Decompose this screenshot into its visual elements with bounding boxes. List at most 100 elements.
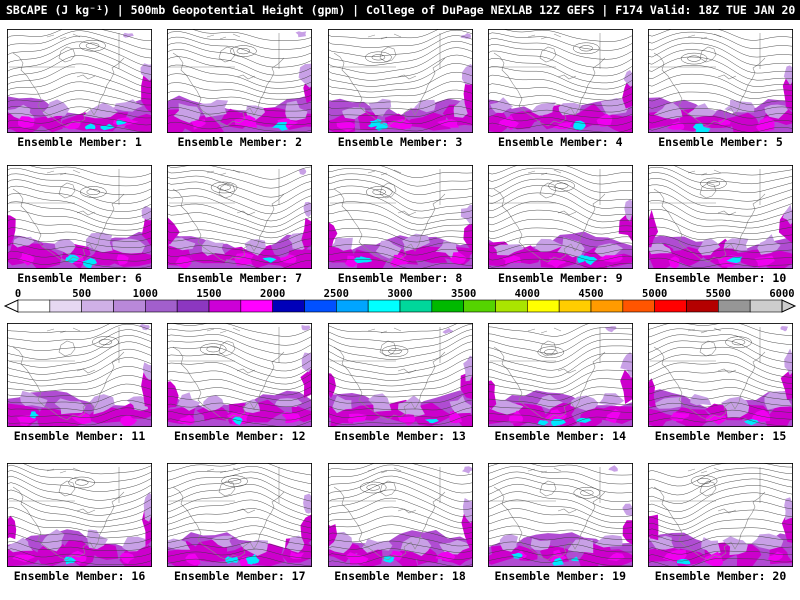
cape-fill <box>126 396 149 411</box>
cape-fill <box>721 396 750 418</box>
height-contour <box>487 44 632 69</box>
coastline <box>173 486 228 561</box>
cape-fill <box>438 540 472 555</box>
height-contour <box>167 346 312 372</box>
cape-fill <box>550 418 566 427</box>
cape-fill <box>275 398 303 407</box>
cape-fill <box>301 352 313 373</box>
height-contour <box>327 89 472 104</box>
height-contour <box>327 179 472 204</box>
height-contour <box>648 65 793 87</box>
cape-fill <box>701 537 721 556</box>
height-contour <box>487 402 632 414</box>
title-bar: SBCAPE (J kg⁻¹) | 500mb Geopotential Hei… <box>0 0 800 20</box>
cape-fill <box>7 515 17 540</box>
ensemble-member-label: Ensemble Member: 14 <box>494 429 627 443</box>
ensemble-map <box>487 463 633 567</box>
cape-fill <box>537 420 549 426</box>
coastline <box>653 188 709 263</box>
height-contour <box>690 475 718 487</box>
height-contour <box>167 64 312 89</box>
height-contour <box>487 74 632 95</box>
height-contour <box>327 555 472 567</box>
coastline <box>527 169 561 176</box>
cape-fill <box>37 408 67 427</box>
cape-fill <box>280 254 297 264</box>
coastline <box>493 52 548 127</box>
height-contour <box>487 463 632 476</box>
coastline <box>207 327 241 334</box>
height-contour <box>327 329 472 351</box>
colorbar-segment <box>49 299 82 313</box>
height-contour <box>7 35 152 59</box>
colorbar-segment <box>622 299 655 313</box>
height-contour <box>648 73 793 93</box>
height-contour <box>487 258 632 269</box>
coastline <box>493 188 548 263</box>
height-contour <box>7 464 152 483</box>
height-contour <box>79 39 106 52</box>
height-contour <box>7 399 152 411</box>
cape-fill <box>511 552 523 559</box>
height-contour <box>487 416 632 427</box>
cape-fill <box>244 239 267 256</box>
height-contour <box>327 497 472 523</box>
ensemble-map <box>167 323 313 427</box>
cape-fill <box>177 414 195 426</box>
ensemble-map <box>487 29 633 133</box>
height-contour <box>487 352 632 378</box>
height-contour <box>327 105 472 117</box>
height-contour <box>687 55 701 62</box>
height-contour <box>487 218 632 235</box>
cape-fill <box>687 103 717 118</box>
colorbar-tick-label: 500 <box>72 288 91 300</box>
ensemble-panel: Ensemble Member: 2 <box>167 29 313 149</box>
height-contour <box>680 52 708 65</box>
height-contour <box>327 323 459 334</box>
height-contour <box>648 527 793 542</box>
cape-fill <box>185 553 201 566</box>
height-contour <box>7 47 152 75</box>
height-contour <box>167 362 312 385</box>
cape-fill <box>54 398 86 415</box>
height-contour <box>648 257 793 268</box>
height-contour <box>7 515 152 533</box>
height-contour <box>648 379 793 395</box>
height-contour <box>7 548 152 558</box>
height-contour <box>648 370 793 390</box>
height-contour <box>487 251 632 262</box>
map-border <box>487 29 633 133</box>
ensemble-member-label: Ensemble Member: 15 <box>654 429 787 443</box>
ensemble-member-label: Ensemble Member: 8 <box>337 271 463 285</box>
coastline <box>12 346 68 421</box>
height-contour <box>502 29 632 42</box>
cape-fill <box>202 239 226 256</box>
coastline <box>76 508 96 514</box>
height-contour <box>648 178 793 202</box>
coastline <box>707 491 766 561</box>
cape-fill <box>499 534 518 552</box>
height-contour <box>327 120 472 132</box>
cape-fill <box>116 254 129 265</box>
height-contour <box>167 417 312 427</box>
map-border <box>167 29 313 133</box>
cape-fill <box>570 395 599 411</box>
coastline <box>218 340 236 357</box>
colorbar-segment <box>527 299 560 313</box>
height-contour <box>648 535 793 548</box>
cape-fill <box>781 514 793 543</box>
colorbar-left-arrow <box>3 299 19 313</box>
ensemble-member-label: Ensemble Member: 19 <box>494 569 627 583</box>
coastline <box>333 346 388 421</box>
height-contour <box>327 323 472 342</box>
height-contour <box>487 533 632 546</box>
coastline <box>66 351 125 421</box>
coastline <box>539 340 557 357</box>
map-border <box>167 463 313 567</box>
height-contour <box>327 259 472 269</box>
height-contour <box>7 555 152 565</box>
height-contour <box>487 32 632 51</box>
height-contour <box>7 407 152 419</box>
cape-fill <box>489 399 524 415</box>
coastline <box>237 368 256 374</box>
